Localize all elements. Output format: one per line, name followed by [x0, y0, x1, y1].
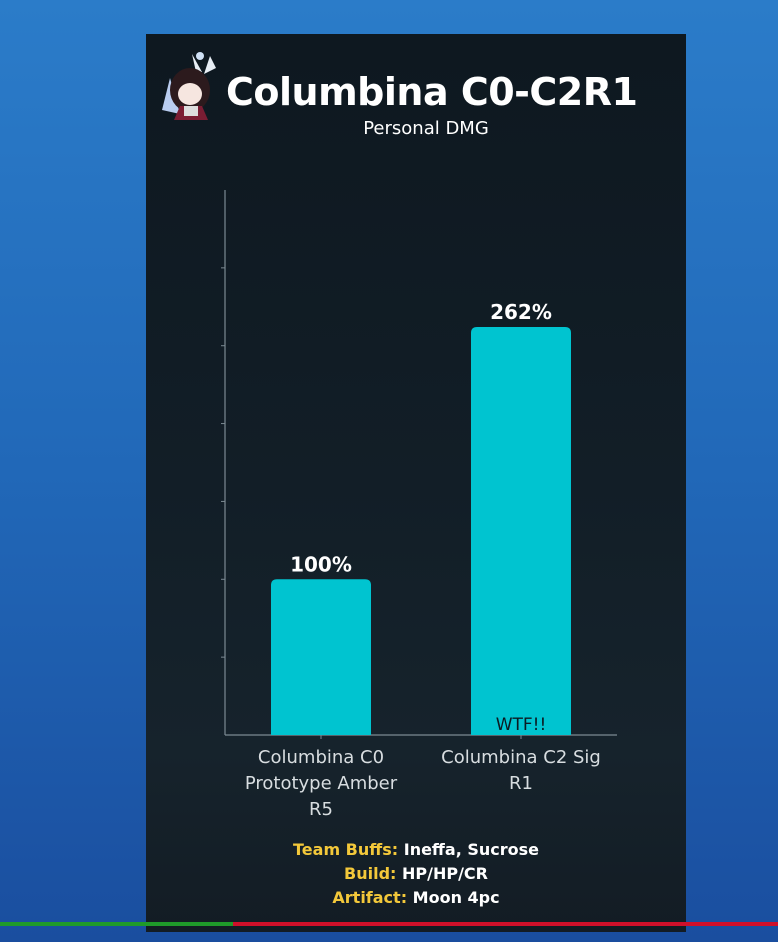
- data-label: 262%: [490, 300, 552, 324]
- artifact-value: Moon 4pc: [412, 888, 500, 907]
- x-tick-label: Columbina C0 Prototype Amber R5: [211, 745, 431, 823]
- team-buffs-value: Ineffa, Sucrose: [403, 840, 539, 859]
- build-label: Build:: [344, 864, 397, 883]
- x-tick-label-line: R1: [509, 773, 533, 794]
- video-progress-fill: [0, 922, 234, 926]
- bar-annotation: WTF!!: [496, 715, 547, 735]
- x-tick-label-line: Columbina C2 Sig: [441, 747, 601, 768]
- chart-subtitle: Personal DMG: [363, 118, 489, 139]
- build-line: Build: HP/HP/CR: [146, 862, 686, 886]
- video-progress-bar[interactable]: [0, 922, 778, 926]
- bar: [471, 327, 571, 735]
- bar: [271, 579, 371, 735]
- x-tick-label-line: Columbina C0: [257, 747, 385, 768]
- data-label: 100%: [290, 552, 352, 576]
- artifact-label: Artifact:: [332, 888, 408, 907]
- chart-panel: [146, 34, 686, 932]
- character-avatar: [162, 52, 216, 120]
- artifact-line: Artifact: Moon 4pc: [146, 886, 686, 910]
- build-value: HP/HP/CR: [402, 864, 488, 883]
- team-buffs-line: Team Buffs: Ineffa, Sucrose: [146, 838, 686, 862]
- x-tick-label-line: Prototype Amber: [244, 773, 398, 794]
- team-buffs-label: Team Buffs:: [293, 840, 399, 859]
- x-tick-label-line: R5: [309, 799, 333, 820]
- x-tick-label: Columbina C2 Sig R1: [411, 745, 631, 797]
- chart-title: Columbina C0-C2R1: [226, 70, 638, 114]
